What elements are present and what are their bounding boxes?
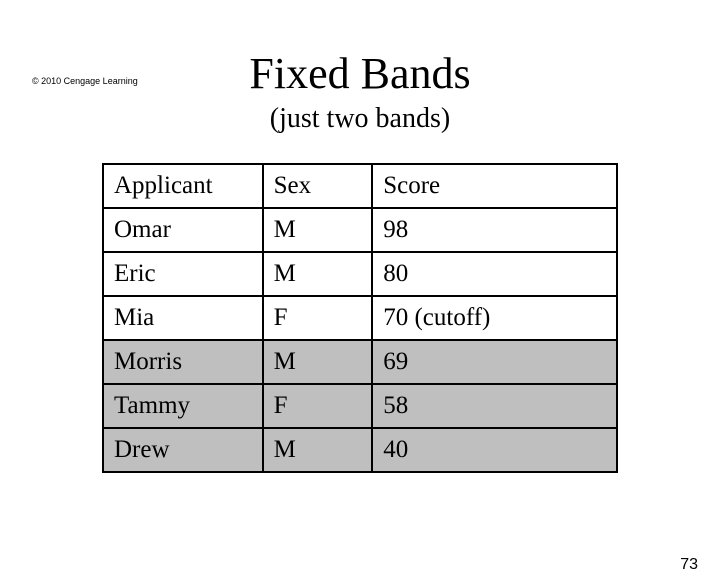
cell-applicant: Tammy	[103, 384, 263, 428]
bands-table: Applicant Sex Score Omar M 98 Eric M 80 …	[102, 163, 618, 473]
cell-score: 40	[372, 428, 617, 472]
page-title: Fixed Bands	[0, 48, 720, 99]
column-header-applicant: Applicant	[103, 164, 263, 208]
cell-applicant: Drew	[103, 428, 263, 472]
table-header-row: Applicant Sex Score	[103, 164, 617, 208]
cell-sex: M	[263, 252, 373, 296]
table-row: Omar M 98	[103, 208, 617, 252]
cell-applicant: Eric	[103, 252, 263, 296]
cell-score: 98	[372, 208, 617, 252]
table-row: Drew M 40	[103, 428, 617, 472]
page-subtitle: (just two bands)	[0, 103, 720, 135]
column-header-score: Score	[372, 164, 617, 208]
cell-sex: M	[263, 428, 373, 472]
cell-score: 70 (cutoff)	[372, 296, 617, 340]
cell-sex: M	[263, 340, 373, 384]
cell-applicant: Morris	[103, 340, 263, 384]
cell-score: 58	[372, 384, 617, 428]
column-header-sex: Sex	[263, 164, 373, 208]
cell-applicant: Mia	[103, 296, 263, 340]
table-row: Tammy F 58	[103, 384, 617, 428]
page-number: 73	[680, 556, 698, 574]
cell-sex: F	[263, 296, 373, 340]
cell-sex: F	[263, 384, 373, 428]
cell-score: 80	[372, 252, 617, 296]
cell-sex: M	[263, 208, 373, 252]
cell-applicant: Omar	[103, 208, 263, 252]
table-row: Mia F 70 (cutoff)	[103, 296, 617, 340]
bands-table-container: Applicant Sex Score Omar M 98 Eric M 80 …	[102, 163, 618, 473]
table-row: Eric M 80	[103, 252, 617, 296]
cell-score: 69	[372, 340, 617, 384]
table-row: Morris M 69	[103, 340, 617, 384]
copyright-text: © 2010 Cengage Learning	[32, 76, 138, 86]
